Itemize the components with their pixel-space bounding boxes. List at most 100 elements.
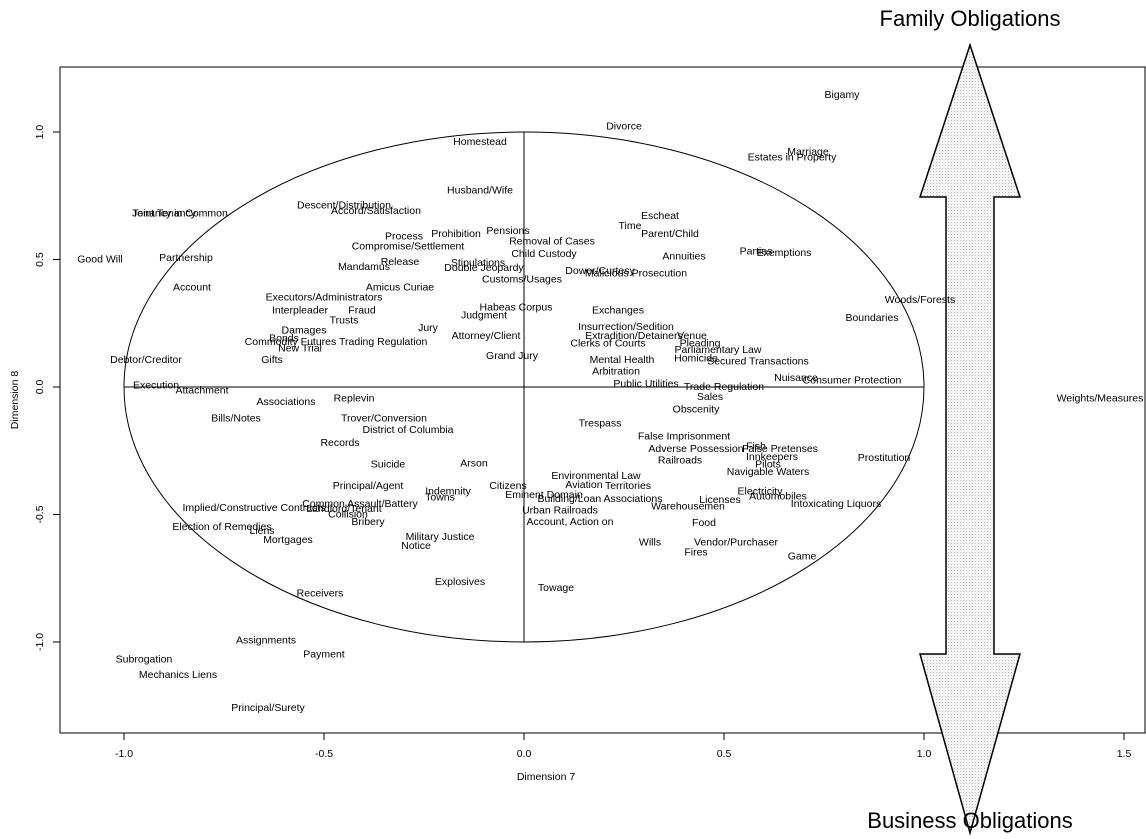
point-label: Indemnity bbox=[425, 485, 471, 497]
point-label: Implied/Constructive Contracts bbox=[183, 502, 326, 514]
point-label: Environmental Law bbox=[551, 470, 641, 482]
point-label: Principal/Surety bbox=[231, 702, 305, 714]
point-label: Trade Regulation bbox=[684, 381, 764, 393]
point-label: Receivers bbox=[297, 587, 344, 599]
point-label: Urban Railroads bbox=[522, 504, 598, 516]
point-label: Exchanges bbox=[592, 304, 644, 316]
point-label: Fraud bbox=[348, 304, 376, 316]
plot-frame bbox=[59, 66, 1146, 734]
point-label: Nuisance bbox=[774, 372, 818, 384]
point-label: Obscenity bbox=[673, 404, 720, 416]
point-label: Military Justice bbox=[406, 531, 475, 543]
point-label: Bills/Notes bbox=[211, 413, 261, 425]
point-label: Game bbox=[788, 550, 817, 562]
point-label: Election of Remedies bbox=[172, 521, 271, 533]
point-label: Venue bbox=[677, 330, 707, 342]
point-label: Principal/Agent bbox=[333, 480, 404, 492]
point-label: Secured Transactions bbox=[707, 355, 809, 367]
y-tick-label: 1.0 bbox=[34, 125, 46, 140]
x-tick-label: 1.5 bbox=[1117, 748, 1132, 760]
point-label: Time bbox=[619, 220, 642, 232]
point-label: Attachment bbox=[175, 385, 228, 397]
point-label: Malicious Prosecution bbox=[585, 267, 687, 279]
point-label: Citizens bbox=[489, 480, 526, 492]
point-label: Building/Loan Associations bbox=[538, 493, 663, 505]
point-label: Liens bbox=[249, 525, 274, 537]
point-label: Marriage bbox=[787, 146, 829, 158]
point-label: Towns bbox=[425, 492, 455, 504]
point-label: Bigamy bbox=[824, 89, 860, 101]
point-label: Process bbox=[385, 230, 423, 242]
point-label: Insurrection/Sedition bbox=[578, 321, 674, 333]
point-label: False Pretenses bbox=[742, 443, 818, 455]
point-label: Aviation bbox=[565, 479, 602, 491]
point-label: Suicide bbox=[371, 459, 406, 471]
point-label: Clerks of Courts bbox=[570, 337, 645, 349]
point-label: Executors/Administrators bbox=[266, 292, 383, 304]
point-label: Divorce bbox=[606, 121, 642, 133]
point-label: Customs/Usages bbox=[482, 274, 562, 286]
point-label: Fish bbox=[746, 441, 766, 453]
point-label: Parties bbox=[740, 246, 773, 258]
point-label: Estates in Property bbox=[748, 151, 837, 163]
point-label: Mortgages bbox=[263, 534, 313, 546]
point-label: New Trial bbox=[278, 343, 322, 355]
point-label: Mental Health bbox=[590, 354, 655, 366]
point-label: Tenancy in Common bbox=[132, 207, 228, 219]
point-label: Eminent Domain bbox=[505, 489, 583, 501]
point-label: Towage bbox=[538, 582, 574, 594]
point-label: Descent/Distribution bbox=[297, 200, 391, 212]
point-label: Bonds bbox=[269, 332, 299, 344]
point-label: Grand Jury bbox=[486, 350, 539, 362]
point-label: Judgment bbox=[461, 309, 507, 321]
point-label: District of Columbia bbox=[362, 424, 453, 436]
point-label: Prostitution bbox=[858, 452, 911, 464]
point-label: Extradition/Detainers bbox=[585, 330, 682, 342]
point-label: Payment bbox=[303, 649, 345, 661]
point-label: Jury bbox=[418, 322, 439, 334]
point-label: Execution bbox=[133, 380, 179, 392]
point-label: Boundaries bbox=[845, 312, 898, 324]
x-tick-label: -0.5 bbox=[315, 748, 333, 760]
point-label: Mechanics Liens bbox=[139, 669, 217, 681]
point-label: Licenses bbox=[699, 494, 740, 506]
point-label: Landlord/Tenant bbox=[306, 503, 381, 515]
point-label: Commodity Futures Trading Regulation bbox=[245, 336, 428, 348]
point-label: Homestead bbox=[453, 136, 507, 148]
point-label: Subrogation bbox=[116, 654, 173, 666]
point-label: Parliamentary Law bbox=[675, 344, 762, 356]
point-label: Mandamus bbox=[338, 261, 390, 273]
point-label: Associations bbox=[257, 396, 316, 408]
point-label: Arson bbox=[460, 457, 488, 469]
point-label: Partnership bbox=[159, 252, 213, 264]
point-label: Escheat bbox=[641, 210, 679, 222]
point-label: Innkeepers bbox=[746, 451, 798, 463]
y-axis-label: Dimension 8 bbox=[9, 371, 21, 430]
point-label: Pensions bbox=[486, 225, 529, 237]
point-label: Release bbox=[381, 256, 420, 268]
point-label: Vendor/Purchaser bbox=[694, 536, 779, 548]
point-label: Damages bbox=[282, 325, 327, 337]
annotation: Family Obligations bbox=[880, 6, 1061, 31]
point-label: Replevin bbox=[334, 392, 375, 404]
y-tick-label: -1.0 bbox=[34, 633, 46, 651]
point-label: Assignments bbox=[236, 634, 296, 646]
point-label: Notice bbox=[401, 540, 431, 552]
point-label: Gifts bbox=[261, 354, 283, 366]
double-arrow bbox=[918, 42, 1022, 836]
point-label: Trover/Conversion bbox=[341, 413, 427, 425]
point-label: Automobiles bbox=[749, 490, 807, 502]
point-label: Husband/Wife bbox=[447, 184, 513, 196]
y-tick-label: -0.5 bbox=[34, 505, 46, 523]
point-label: Homicide bbox=[674, 353, 718, 365]
point-label: Collision bbox=[328, 508, 368, 520]
point-label: Account bbox=[173, 281, 211, 293]
point-label: Fires bbox=[684, 547, 707, 559]
point-label: Bribery bbox=[351, 516, 385, 528]
point-label: Double Jeopardy bbox=[444, 262, 524, 274]
point-label: Exemptions bbox=[757, 247, 812, 259]
point-label: Explosives bbox=[435, 576, 485, 588]
point-label: Removal of Cases bbox=[509, 235, 595, 247]
annotation: Business Obligations bbox=[867, 808, 1072, 833]
x-axis-label: Dimension 7 bbox=[517, 771, 576, 783]
